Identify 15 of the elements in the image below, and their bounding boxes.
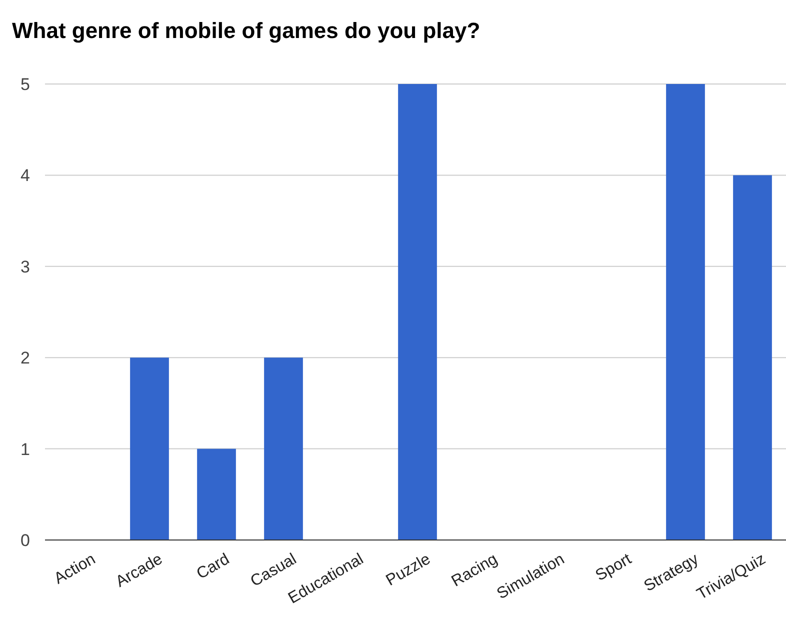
y-tick-label: 5 <box>20 75 30 94</box>
bar <box>130 358 169 540</box>
y-tick-label: 3 <box>20 257 30 276</box>
bar <box>398 84 437 540</box>
bar <box>733 175 772 540</box>
bar <box>197 448 236 540</box>
y-tick-label: 0 <box>20 531 30 550</box>
chart-title: What genre of mobile of games do you play? <box>12 18 480 43</box>
x-tick-label: Card <box>194 550 232 583</box>
y-tick-label: 2 <box>20 348 30 368</box>
bar <box>264 358 303 540</box>
bar <box>666 84 705 540</box>
x-tick-label: Sport <box>592 550 635 585</box>
y-tick-label: 4 <box>20 166 30 186</box>
y-tick-label: 1 <box>20 440 30 459</box>
